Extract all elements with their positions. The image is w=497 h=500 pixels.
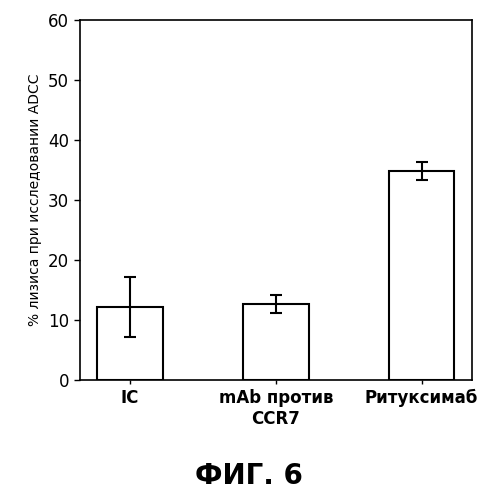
- Y-axis label: % лизиса при исследовании ADCC: % лизиса при исследовании ADCC: [28, 74, 42, 326]
- Bar: [389, 171, 454, 380]
- Bar: [243, 304, 309, 380]
- Text: ФИГ. 6: ФИГ. 6: [194, 462, 303, 490]
- Bar: [97, 307, 163, 380]
